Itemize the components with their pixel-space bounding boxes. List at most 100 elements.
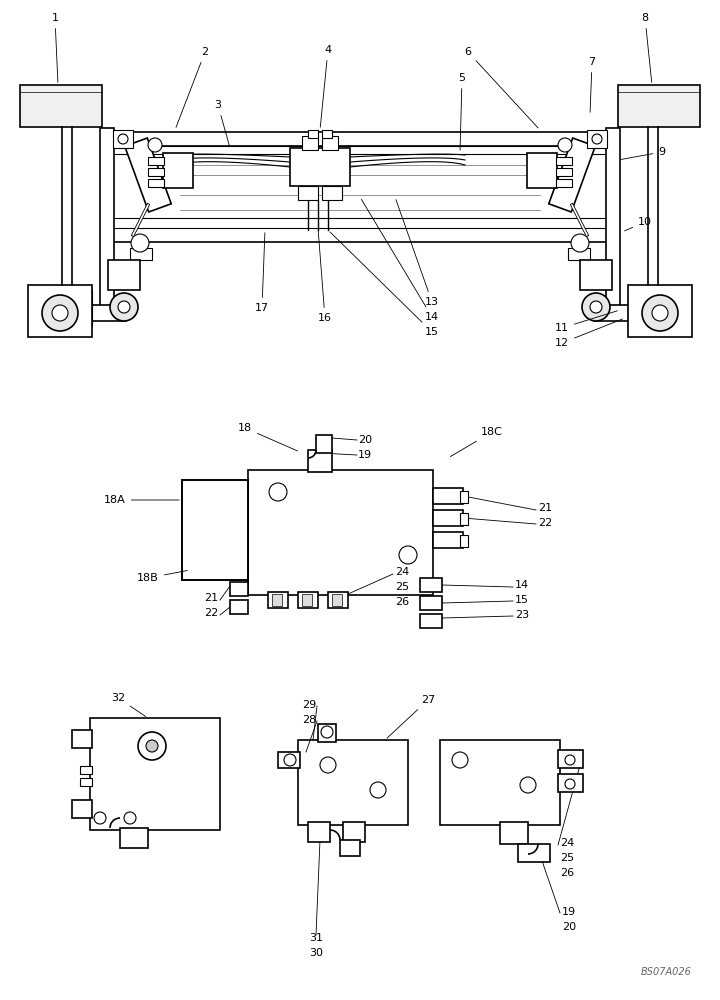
Text: 24: 24 xyxy=(560,838,575,848)
Bar xyxy=(148,168,164,176)
Bar xyxy=(148,179,164,187)
Bar xyxy=(182,480,248,580)
Circle shape xyxy=(131,234,149,252)
Circle shape xyxy=(284,754,296,766)
Bar xyxy=(558,774,583,792)
Bar xyxy=(100,128,114,308)
Bar xyxy=(440,740,560,825)
Bar xyxy=(594,305,632,321)
Bar xyxy=(108,260,140,290)
Bar xyxy=(433,532,463,548)
Bar xyxy=(433,510,463,526)
Text: 22: 22 xyxy=(538,518,552,528)
Circle shape xyxy=(94,812,106,824)
Circle shape xyxy=(148,138,162,152)
Bar xyxy=(112,132,608,146)
Bar xyxy=(72,730,92,748)
Text: 25: 25 xyxy=(560,853,574,863)
Bar xyxy=(322,186,342,200)
Bar xyxy=(628,290,642,326)
Bar xyxy=(322,130,332,138)
Text: 9: 9 xyxy=(621,147,665,160)
Text: 18C: 18C xyxy=(451,427,503,457)
Bar xyxy=(80,766,92,774)
Bar xyxy=(322,136,338,150)
Bar xyxy=(78,290,92,326)
Bar xyxy=(302,136,318,150)
Bar xyxy=(130,248,152,260)
Bar xyxy=(298,740,408,825)
Text: 16: 16 xyxy=(318,231,332,323)
Bar xyxy=(568,248,590,260)
Text: 21: 21 xyxy=(204,593,218,603)
Text: 18: 18 xyxy=(238,423,297,451)
Bar xyxy=(628,285,692,337)
Circle shape xyxy=(520,777,536,793)
Text: 4: 4 xyxy=(320,45,332,127)
Bar xyxy=(80,778,92,786)
Bar xyxy=(248,470,433,595)
Circle shape xyxy=(652,305,668,321)
Bar xyxy=(318,724,336,742)
Bar xyxy=(230,582,248,596)
Bar xyxy=(72,800,92,818)
Circle shape xyxy=(320,757,336,773)
Bar xyxy=(88,305,126,321)
Bar xyxy=(308,130,318,138)
Circle shape xyxy=(110,293,138,321)
Bar xyxy=(556,179,572,187)
Bar xyxy=(298,186,318,200)
Polygon shape xyxy=(549,138,595,212)
Text: 11: 11 xyxy=(555,311,617,333)
Text: 20: 20 xyxy=(358,435,372,445)
Text: 21: 21 xyxy=(538,503,552,513)
Text: 13: 13 xyxy=(396,200,439,307)
Bar xyxy=(460,491,468,503)
Bar xyxy=(28,285,92,337)
Circle shape xyxy=(558,138,572,152)
Text: 26: 26 xyxy=(395,597,409,607)
Bar xyxy=(580,260,612,290)
Bar xyxy=(20,85,102,127)
Bar xyxy=(112,146,608,154)
Bar xyxy=(182,480,248,580)
Text: 1: 1 xyxy=(52,13,58,82)
Bar xyxy=(556,157,572,165)
Bar xyxy=(272,594,282,606)
Bar xyxy=(328,592,348,608)
Bar xyxy=(290,148,350,186)
Bar xyxy=(163,153,193,188)
Bar xyxy=(90,718,220,830)
Bar xyxy=(460,535,468,547)
Bar xyxy=(460,513,468,525)
Text: 23: 23 xyxy=(515,610,529,620)
Text: 18A: 18A xyxy=(104,495,179,505)
Bar xyxy=(343,822,365,842)
Bar xyxy=(587,130,607,148)
Text: 6: 6 xyxy=(464,47,538,128)
Bar xyxy=(268,592,288,608)
Bar xyxy=(340,840,360,856)
Bar xyxy=(332,594,342,606)
Text: 5: 5 xyxy=(459,73,466,150)
Bar xyxy=(518,844,550,862)
Bar xyxy=(230,600,248,614)
Text: 15: 15 xyxy=(515,595,529,605)
Bar xyxy=(527,153,557,188)
Text: 31: 31 xyxy=(309,933,323,943)
Bar xyxy=(308,822,330,842)
Bar xyxy=(316,435,332,453)
Bar xyxy=(298,592,318,608)
Bar xyxy=(558,750,583,768)
Text: 32: 32 xyxy=(111,693,145,716)
Text: 7: 7 xyxy=(588,57,595,112)
Text: 27: 27 xyxy=(387,695,435,738)
Bar xyxy=(120,828,148,848)
Circle shape xyxy=(321,726,333,738)
Text: 15: 15 xyxy=(330,232,439,337)
Text: BS07A026: BS07A026 xyxy=(641,967,692,977)
Bar xyxy=(500,822,528,844)
Text: 19: 19 xyxy=(358,450,372,460)
Circle shape xyxy=(146,740,158,752)
Circle shape xyxy=(590,301,602,313)
